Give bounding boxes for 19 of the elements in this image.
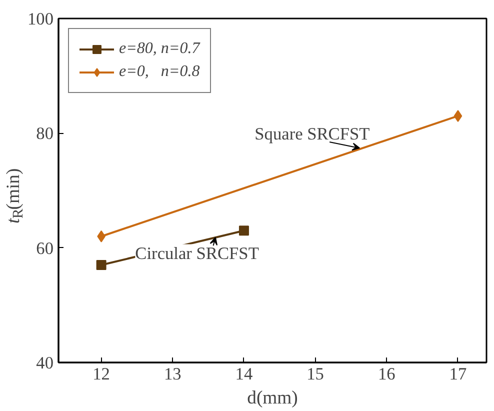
x-tick-label: 14 <box>235 364 253 384</box>
x-tick-label: 17 <box>449 364 467 384</box>
y-axis-title: tR(min) <box>3 168 26 224</box>
y-tick-label: 40 <box>36 354 54 372</box>
x-tick-label: 12 <box>92 364 110 384</box>
x-tick-label: 16 <box>378 364 396 384</box>
annotation: Square SRCFST <box>254 124 370 144</box>
point <box>238 226 249 236</box>
x-tick-label: 15 <box>306 364 324 384</box>
legend-label: e=80, n=0.7 <box>119 40 200 58</box>
point <box>96 260 106 270</box>
x-tick-label: 13 <box>164 364 182 384</box>
y-tick-label: 80 <box>36 124 54 144</box>
annotation: Circular SRCFST <box>135 244 260 264</box>
y-tick-label: 100 <box>28 10 54 28</box>
point <box>454 110 462 122</box>
x-axis-title: d(mm) <box>247 388 298 408</box>
legend-label: e=0, n=0.8 <box>119 63 200 81</box>
y-tick-label: 60 <box>36 238 54 258</box>
